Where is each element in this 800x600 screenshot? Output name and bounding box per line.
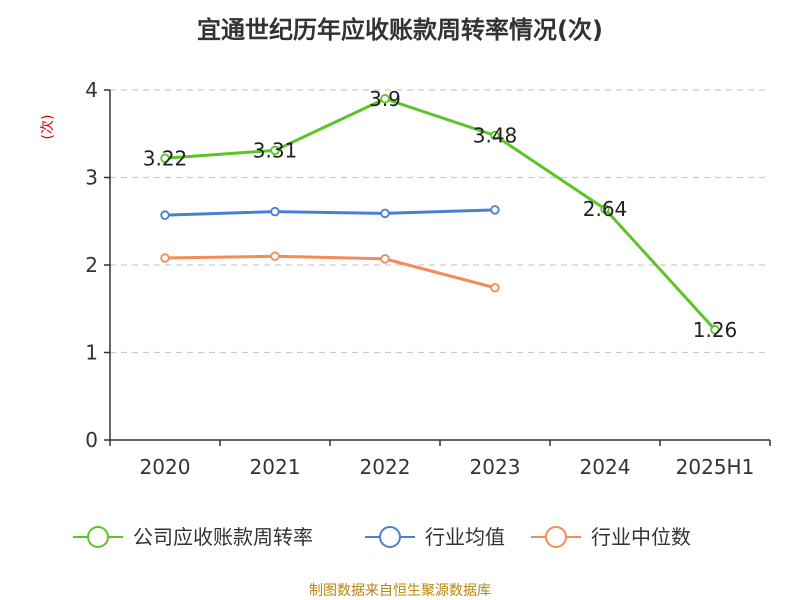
legend-label: 公司应收账款周转率: [133, 525, 313, 549]
data-point: [600, 204, 610, 214]
y-tick-label: 2: [85, 253, 98, 277]
data-point: [380, 254, 390, 264]
x-tick-label: 2024: [580, 455, 631, 479]
data-point: [160, 210, 170, 220]
x-tick-label: 2025H1: [676, 455, 755, 479]
data-point: [380, 94, 390, 104]
data-point: [270, 145, 280, 156]
y-tick-label: 1: [85, 341, 98, 365]
data-label: 1.26: [693, 318, 738, 342]
data-point: [490, 205, 500, 215]
data-point: [160, 253, 170, 263]
legend-label: 行业均值: [425, 525, 505, 549]
data-point: [710, 325, 720, 335]
legend: 公司应收账款周转率 行业均值 行业中位数: [73, 525, 691, 549]
data-labels: 3.22 3.31 3.9 3.48 2.64 1.26: [143, 87, 738, 342]
axes: 0 1 2 3 4 2020 2021 2022 2023 2024 2025H1: [85, 78, 771, 479]
x-tick-label: 2022: [360, 455, 411, 479]
x-tick-label: 2023: [470, 455, 521, 479]
data-point: [160, 153, 170, 163]
y-tick-label: 4: [85, 78, 98, 102]
y-tick-label: 0: [85, 428, 98, 452]
data-label: 3.48: [473, 124, 518, 148]
data-label: 2.64: [583, 197, 628, 221]
series-line: [164, 208, 496, 217]
x-tick-label: 2020: [140, 455, 191, 479]
data-point: [490, 130, 500, 141]
source-note: 制图数据来自恒生聚源数据库: [309, 583, 491, 599]
data-label: 3.9: [369, 87, 401, 111]
data-point: [270, 251, 280, 261]
data-point: [380, 208, 390, 219]
legend-marker: [545, 526, 567, 548]
chart-title: 宜通世纪历年应收账款周转率情况(次): [197, 16, 603, 44]
legend-marker: [379, 526, 401, 548]
data-label: 3.31: [253, 138, 298, 162]
x-tick-label: 2021: [250, 455, 301, 479]
data-point: [490, 283, 500, 293]
legend-marker: [87, 526, 109, 548]
grid-lines: [110, 89, 770, 354]
series-layer: [160, 94, 720, 335]
series-line: [164, 97, 717, 331]
data-point: [270, 206, 280, 217]
legend-label: 行业中位数: [591, 525, 691, 549]
series-line: [164, 254, 496, 290]
data-label: 3.22: [143, 146, 188, 170]
y-tick-label: 3: [85, 166, 98, 190]
y-axis-label: (次): [40, 115, 56, 140]
